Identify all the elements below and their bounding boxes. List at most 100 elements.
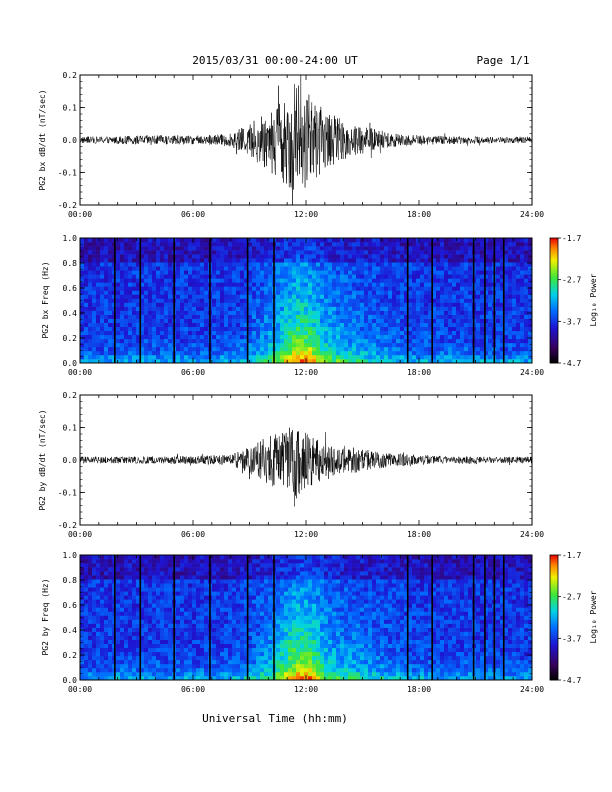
spectrogram-cell [276,346,281,352]
spectrogram-cell [468,258,473,263]
spectrogram-cell [452,278,457,283]
spectrogram-cell [304,350,309,356]
spectrogram-cell [380,250,385,255]
spectrogram-cell [184,631,189,636]
spectrogram-cell [236,282,241,287]
spectrogram-cell [236,350,241,356]
spectrogram-cell [160,619,165,624]
spectrogram-cell [420,342,425,348]
spectrogram-cell [412,322,417,328]
spectrogram-cell [216,294,221,299]
spectrogram-cell [304,318,309,323]
spectrogram-cell [164,310,169,315]
spectrogram-cell [100,350,105,356]
spectrogram-cell [304,270,309,275]
spectrogram-cell [300,294,305,299]
spectrogram-cell [488,334,493,340]
spectrogram-cell [496,342,501,348]
spectrogram-cell [228,326,233,332]
spectrogram-cell [132,266,137,271]
spectrogram-cell [92,306,97,311]
spectrogram-cell [516,314,521,319]
spectrogram-cell [92,651,97,657]
spectrogram-cell [296,246,301,251]
spectrogram-cell [288,302,293,307]
colorbar-swatch [550,281,558,285]
spectrogram-cell [204,635,209,640]
spectrogram-cell [160,322,165,328]
spectrogram-cell [276,314,281,319]
spectrogram-cell [104,631,109,636]
spectrogram-cell [296,350,301,356]
spectrogram-cell [168,663,173,669]
colorbar-swatch [550,327,558,331]
spectrogram-cell [216,246,221,251]
spectrogram-cell [180,623,185,628]
spectrogram-cell [120,250,125,255]
spectrogram-cell [120,310,125,315]
spectrogram-cell [520,354,525,360]
spectrogram-cell [320,302,325,307]
spectrogram-cell [376,302,381,307]
spectrogram-cell [328,326,333,332]
spectrogram-cell [328,274,333,279]
spectrogram-cell [312,250,317,255]
spectrogram-cell [88,623,93,628]
spectrogram-cell [316,250,321,255]
spectrogram-cell [212,599,217,604]
spectrogram-cell [132,567,137,572]
spectrogram-cell [228,258,233,263]
spectrogram-cell [148,635,153,640]
spectrogram-cell [224,274,229,279]
colorbar-swatch [550,317,558,320]
spectrogram-cell [348,318,353,323]
spectrogram-cell [524,314,529,319]
spectrogram-cell [88,631,93,636]
spectrogram-cell [496,338,501,344]
spectrogram-cell [204,322,209,328]
spectrogram-cell [188,591,193,596]
spectrogram-cell [364,322,369,328]
spectrogram-cell [180,294,185,299]
spectrogram-cell [380,330,385,336]
spectrogram-cell [264,270,269,275]
spectrogram-cell [168,346,173,352]
spectrogram-cell [404,286,409,291]
spectrogram-cell [180,563,185,568]
spectrogram-cell [240,266,245,271]
spectrogram-cell [228,290,233,295]
spectrogram-cell [128,567,133,572]
spectrogram-cell [412,286,417,291]
colorbar-swatch [550,292,558,295]
spectrogram-cell [520,238,525,243]
spectrogram-cell [392,266,397,271]
spectrogram-cell [136,262,141,267]
spectrogram-cell [144,338,149,344]
spectrogram-cell [276,254,281,259]
spectrogram-cell [376,334,381,340]
spectrogram-cell [192,318,197,323]
spectrogram-cell [328,302,333,307]
spectrogram-cell [160,659,165,665]
spectrogram-cell [284,306,289,311]
spectrogram-cell [196,298,201,303]
spectrogram-cell [240,314,245,319]
spectrogram-cell [412,334,417,340]
spectrogram-cell [88,619,93,624]
spectrogram-cell [424,318,429,323]
spectrogram-cell [320,242,325,247]
spectrogram-cell [244,250,249,255]
spectrogram-cell [132,575,137,580]
spectrogram-cell [140,250,145,255]
spectrogram-cell [220,338,225,344]
spectrogram-cell [108,334,113,340]
spectrogram-cell [284,302,289,307]
spectrogram-cell [176,675,181,681]
spectrogram-cell [104,334,109,340]
spectrogram-cell [304,354,309,360]
spectrogram-cell [424,330,429,336]
colorbar-swatch [550,344,558,347]
spectrogram-cell [176,571,181,576]
spectrogram-cell [224,350,229,356]
spectrogram-cell [140,611,145,616]
